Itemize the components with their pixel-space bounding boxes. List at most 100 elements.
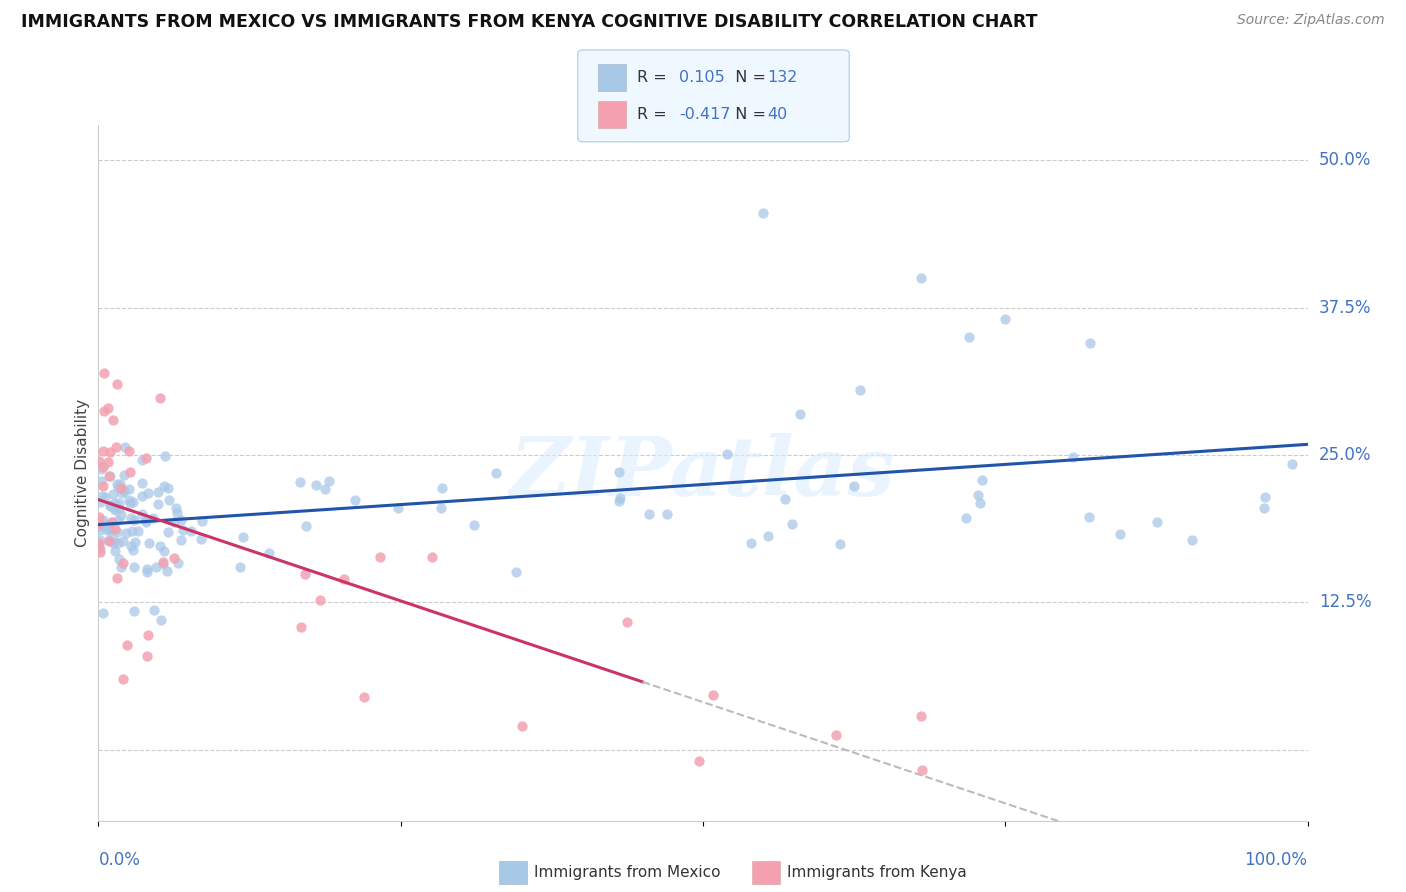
- Point: [131, 476, 153, 491]
- Point: [115, 526, 138, 541]
- Point: [103, 534, 125, 549]
- Point: [97, 455, 120, 469]
- Text: 25.0%: 25.0%: [1319, 446, 1371, 464]
- Point: [170, 513, 193, 527]
- Point: [115, 638, 138, 652]
- Point: [318, 474, 340, 488]
- Point: [229, 560, 252, 574]
- Point: [294, 518, 316, 533]
- Point: [655, 507, 678, 521]
- Point: [97, 533, 120, 547]
- Point: [90, 474, 112, 488]
- Point: [607, 465, 630, 479]
- Text: R =: R =: [637, 70, 672, 85]
- Point: [100, 515, 122, 529]
- Point: [127, 524, 149, 538]
- Point: [1146, 515, 1168, 529]
- Text: 50.0%: 50.0%: [1319, 152, 1371, 169]
- Point: [110, 559, 132, 574]
- Point: [638, 507, 661, 521]
- Point: [101, 515, 124, 529]
- Point: [430, 501, 453, 516]
- Point: [232, 530, 254, 544]
- Point: [153, 544, 176, 558]
- Point: [111, 556, 134, 570]
- Point: [463, 518, 485, 533]
- Point: [112, 484, 135, 499]
- Text: Immigrants from Kenya: Immigrants from Kenya: [787, 865, 967, 880]
- Point: [1078, 336, 1101, 351]
- Point: [93, 366, 115, 380]
- Point: [828, 537, 851, 551]
- Point: [98, 499, 121, 513]
- Point: [1253, 500, 1275, 515]
- Point: [112, 468, 135, 483]
- Point: [333, 572, 356, 586]
- Point: [120, 496, 142, 510]
- Point: [89, 545, 111, 559]
- Point: [101, 486, 124, 500]
- Point: [756, 529, 779, 543]
- Point: [430, 481, 453, 495]
- Text: N =: N =: [725, 107, 772, 122]
- Point: [108, 476, 131, 491]
- Point: [104, 440, 127, 454]
- Point: [135, 565, 157, 579]
- Point: [135, 648, 157, 663]
- Point: [136, 485, 159, 500]
- Point: [142, 511, 165, 525]
- Point: [107, 480, 129, 494]
- Point: [121, 524, 143, 539]
- Point: [163, 516, 186, 530]
- Point: [152, 557, 174, 571]
- Point: [135, 513, 157, 527]
- Point: [1281, 457, 1303, 471]
- Point: [101, 536, 124, 550]
- Point: [114, 440, 136, 454]
- Point: [107, 502, 129, 516]
- Point: [96, 523, 118, 537]
- Point: [967, 488, 990, 502]
- Point: [688, 754, 710, 768]
- Point: [93, 516, 115, 531]
- Point: [172, 523, 194, 537]
- Point: [120, 511, 142, 525]
- Text: IMMIGRANTS FROM MEXICO VS IMMIGRANTS FROM KENYA COGNITIVE DISABILITY CORRELATION: IMMIGRANTS FROM MEXICO VS IMMIGRANTS FRO…: [21, 13, 1038, 31]
- Point: [149, 613, 172, 627]
- Point: [124, 604, 146, 618]
- Point: [105, 377, 128, 392]
- Point: [149, 539, 172, 553]
- Point: [1254, 490, 1277, 504]
- Point: [131, 453, 153, 467]
- Point: [87, 454, 110, 468]
- Point: [844, 479, 866, 493]
- Point: [110, 508, 132, 523]
- Point: [180, 524, 202, 538]
- Point: [153, 479, 176, 493]
- Point: [294, 566, 316, 581]
- Point: [422, 550, 444, 565]
- Point: [103, 501, 125, 516]
- Point: [138, 536, 160, 550]
- Point: [143, 603, 166, 617]
- Text: 0.105: 0.105: [679, 70, 725, 85]
- Point: [90, 462, 112, 476]
- Point: [91, 478, 114, 492]
- Point: [111, 486, 134, 500]
- Point: [505, 565, 527, 579]
- Point: [91, 443, 114, 458]
- Point: [314, 482, 336, 496]
- Point: [122, 495, 145, 509]
- Point: [107, 513, 129, 527]
- Text: 132: 132: [768, 70, 799, 85]
- Point: [824, 728, 846, 742]
- Point: [152, 555, 174, 569]
- Point: [166, 556, 188, 570]
- Point: [89, 533, 111, 547]
- Point: [146, 485, 169, 500]
- Point: [87, 539, 110, 553]
- Point: [780, 516, 803, 531]
- Point: [146, 497, 169, 511]
- Point: [98, 522, 121, 536]
- Point: [716, 447, 738, 461]
